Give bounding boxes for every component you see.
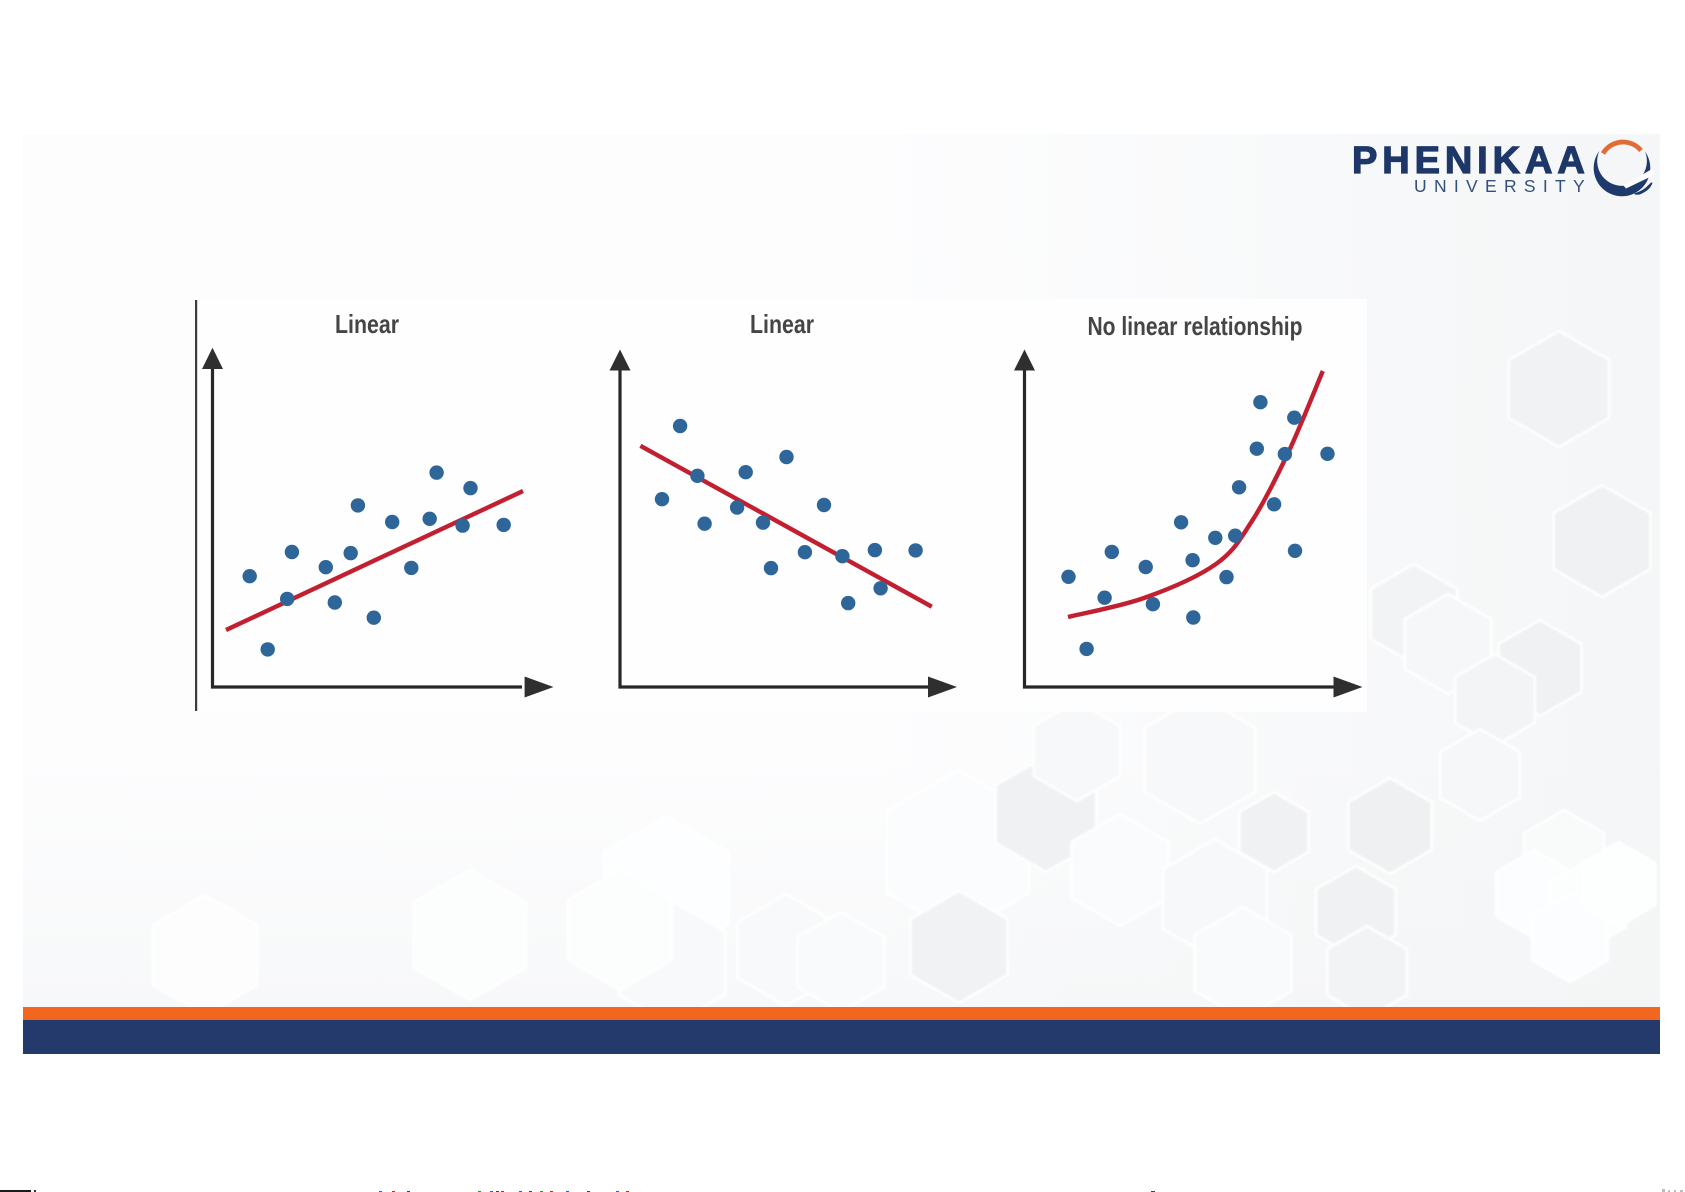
svg-text:No linear relationship: No linear relationship (1088, 311, 1303, 341)
svg-text:Linear: Linear (750, 309, 814, 339)
svg-text:Linear: Linear (335, 309, 399, 339)
